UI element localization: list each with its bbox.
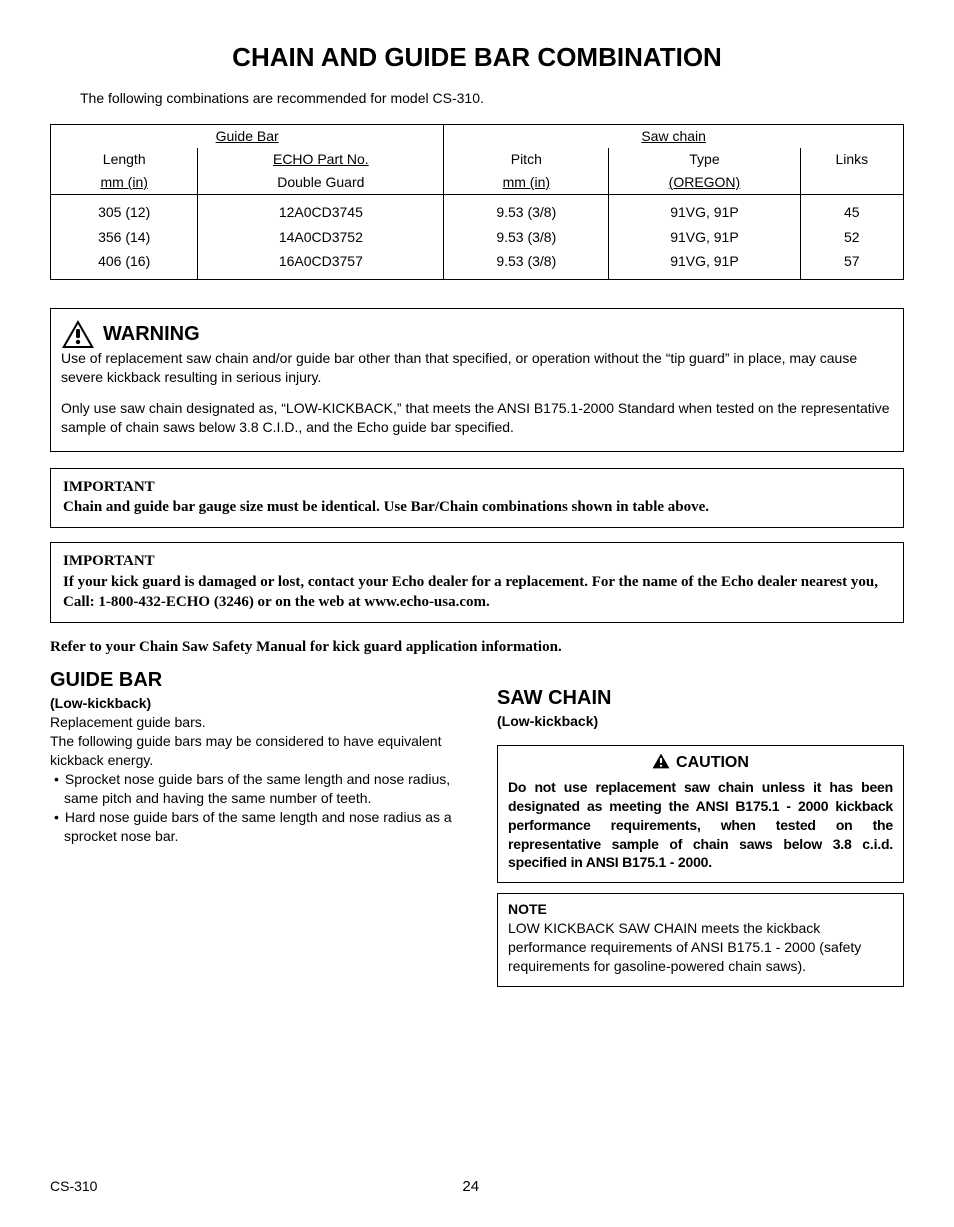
cell-length: 305 (12): [51, 194, 198, 224]
important-box-2: IMPORTANT If your kick guard is damaged …: [50, 542, 904, 623]
cell-part: 12A0CD3745: [198, 194, 444, 224]
warning-p1: Use of replacement saw chain and/or guid…: [61, 349, 893, 387]
th-guide-bar: Guide Bar: [51, 124, 444, 147]
warning-icon: [61, 319, 95, 349]
warning-p2: Only use saw chain designated as, “LOW-K…: [61, 399, 893, 437]
table-row: 406 (16) 16A0CD3757 9.53 (3/8) 91VG, 91P…: [51, 249, 904, 279]
note-box: NOTE LOW KICKBACK SAW CHAIN meets the ki…: [497, 893, 904, 987]
guide-bar-bullets: Sprocket nose guide bars of the same len…: [50, 770, 457, 846]
cell-type: 91VG, 91P: [609, 225, 800, 250]
th-type-sub: (OREGON): [609, 171, 800, 194]
note-head: NOTE: [508, 900, 893, 919]
guide-bar-section: GUIDE BAR (Low-kickback) Replacement gui…: [50, 667, 457, 845]
caution-heading: CAUTION: [676, 754, 749, 771]
intro-text: The following combinations are recommend…: [50, 89, 904, 108]
th-pitch-sub: mm (in): [444, 171, 609, 194]
cell-pitch: 9.53 (3/8): [444, 194, 609, 224]
cell-pitch: 9.53 (3/8): [444, 225, 609, 250]
th-type: Type: [609, 148, 800, 171]
list-item: Hard nose guide bars of the same length …: [50, 808, 457, 846]
cell-part: 14A0CD3752: [198, 225, 444, 250]
important-body: Chain and guide bar gauge size must be i…: [63, 497, 891, 517]
guide-bar-heading: GUIDE BAR: [50, 667, 457, 694]
cell-links: 57: [800, 249, 903, 279]
cell-type: 91VG, 91P: [609, 194, 800, 224]
saw-chain-heading: SAW CHAIN: [497, 685, 904, 712]
th-links: Links: [800, 148, 903, 194]
guide-bar-p1: Replacement guide bars.: [50, 713, 457, 732]
page-footer: CS-310 24: [50, 1177, 904, 1197]
th-length: Length: [51, 148, 198, 171]
cell-links: 52: [800, 225, 903, 250]
combination-table: Guide Bar Saw chain Length ECHO Part No.…: [50, 124, 904, 280]
saw-chain-sub: (Low-kickback): [497, 712, 904, 731]
table-row: 356 (14) 14A0CD3752 9.53 (3/8) 91VG, 91P…: [51, 225, 904, 250]
th-part: ECHO Part No.: [198, 148, 444, 171]
important-head: IMPORTANT: [63, 551, 891, 571]
guide-bar-sub: (Low-kickback): [50, 694, 457, 713]
cell-pitch: 9.53 (3/8): [444, 249, 609, 279]
warning-heading: WARNING: [103, 321, 200, 348]
th-part-sub: Double Guard: [198, 171, 444, 194]
footer-page: 24: [97, 1177, 844, 1197]
th-length-sub: mm (in): [51, 171, 198, 194]
table-row: 305 (12) 12A0CD3745 9.53 (3/8) 91VG, 91P…: [51, 194, 904, 224]
th-pitch: Pitch: [444, 148, 609, 171]
footer-model: CS-310: [50, 1177, 97, 1197]
cell-length: 356 (14): [51, 225, 198, 250]
caution-icon: [652, 753, 670, 769]
note-body: LOW KICKBACK SAW CHAIN meets the kickbac…: [508, 919, 893, 976]
warning-box: WARNING Use of replacement saw chain and…: [50, 308, 904, 452]
list-item: Sprocket nose guide bars of the same len…: [50, 770, 457, 808]
important-body: If your kick guard is damaged or lost, c…: [63, 572, 891, 613]
guide-bar-p2: The following guide bars may be consider…: [50, 732, 457, 770]
page-title: CHAIN AND GUIDE BAR COMBINATION: [50, 40, 904, 75]
important-box-1: IMPORTANT Chain and guide bar gauge size…: [50, 468, 904, 529]
cell-links: 45: [800, 194, 903, 224]
cell-part: 16A0CD3757: [198, 249, 444, 279]
refer-text: Refer to your Chain Saw Safety Manual fo…: [50, 637, 904, 657]
saw-chain-section: SAW CHAIN (Low-kickback) CAUTION Do not …: [497, 667, 904, 987]
caution-box: CAUTION Do not use replacement saw chain…: [497, 745, 904, 883]
th-saw-chain: Saw chain: [444, 124, 904, 147]
cell-length: 406 (16): [51, 249, 198, 279]
important-head: IMPORTANT: [63, 477, 891, 497]
cell-type: 91VG, 91P: [609, 249, 800, 279]
caution-body: Do not use replacement saw chain unless …: [508, 778, 893, 872]
